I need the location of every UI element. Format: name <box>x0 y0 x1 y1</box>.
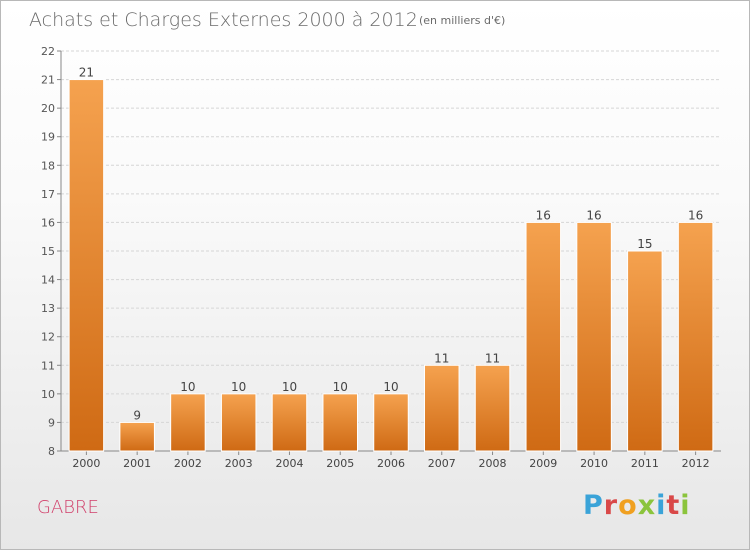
bar-2010 <box>576 221 612 452</box>
bar-2004 <box>271 393 308 452</box>
data-labels: 21 9 10 10 10 10 10 11 11 16 16 15 16 <box>79 66 704 423</box>
proxiti-logo: Proxiti <box>583 490 691 521</box>
x-tick-label-2003: 2003 <box>225 457 253 470</box>
y-tick-label: 11 <box>41 359 55 372</box>
data-label-2006: 10 <box>383 380 398 394</box>
x-tick-label-2000: 2000 <box>72 457 100 470</box>
y-tick-label: 21 <box>41 74 55 87</box>
data-label-2001: 9 <box>133 408 141 422</box>
chart-title: Achats et Charges Externes 2000 à 2012 <box>29 9 418 31</box>
y-tick-label: 10 <box>41 388 55 401</box>
y-tick-label: 14 <box>41 274 55 287</box>
bar-2006 <box>373 393 409 452</box>
y-tick-label: 19 <box>41 131 55 144</box>
data-label-2009: 16 <box>536 208 551 222</box>
bar-2002 <box>170 393 206 452</box>
logo-letter: P <box>583 490 604 521</box>
logo-letter: i <box>656 490 667 521</box>
y-tick-label: 9 <box>48 416 55 429</box>
x-tick-label-2006: 2006 <box>377 457 405 470</box>
commune-name: GABRE <box>37 497 99 518</box>
bar-2000 <box>68 79 105 452</box>
logo-letter: o <box>618 490 638 521</box>
x-tick-label-2001: 2001 <box>123 457 151 470</box>
bar-2001 <box>119 421 155 452</box>
y-tick-label: 17 <box>41 188 55 201</box>
y-tick-label: 20 <box>41 102 55 115</box>
y-tick-label: 16 <box>41 216 55 229</box>
bars <box>68 79 714 452</box>
data-label-2003: 10 <box>231 380 246 394</box>
y-tick-label: 22 <box>41 45 55 58</box>
x-tick-label-2007: 2007 <box>428 457 456 470</box>
data-label-2010: 16 <box>586 208 601 222</box>
y-tick-label: 8 <box>48 445 55 458</box>
chart-unit-note: (en milliers d'€) <box>419 14 506 27</box>
bar-2007 <box>424 364 460 452</box>
bar-2008 <box>474 364 511 452</box>
data-label-2000: 21 <box>79 66 94 80</box>
bar-2012 <box>677 221 714 452</box>
logo-letter: t <box>666 490 681 521</box>
y-tick-label: 12 <box>41 331 55 344</box>
data-label-2011: 15 <box>637 237 652 251</box>
data-label-2002: 10 <box>180 380 195 394</box>
logo-letter: x <box>637 490 657 521</box>
x-tick-label-2004: 2004 <box>275 457 303 470</box>
x-tick-label-2010: 2010 <box>580 457 608 470</box>
axes: 8 9 10 11 12 13 14 15 16 17 18 19 20 21 22 2000 2001 2002… <box>41 45 721 470</box>
bar-2011 <box>627 250 663 452</box>
x-tick-label-2011: 2011 <box>631 457 659 470</box>
bar-2009 <box>525 221 562 452</box>
x-tick-label-2008: 2008 <box>479 457 507 470</box>
data-label-2008: 11 <box>485 351 500 365</box>
data-label-2004: 10 <box>282 380 297 394</box>
logo-letter: i <box>680 490 691 521</box>
data-label-2005: 10 <box>333 380 348 394</box>
bar-2003 <box>220 393 257 452</box>
x-tick-label-2012: 2012 <box>682 457 710 470</box>
logo-letter: r <box>603 490 619 521</box>
x-tick-label-2002: 2002 <box>174 457 202 470</box>
data-label-2012: 16 <box>688 208 703 222</box>
y-tick-label: 15 <box>41 245 55 258</box>
x-tick-label-2009: 2009 <box>529 457 557 470</box>
data-label-2007: 11 <box>434 351 449 365</box>
bar-2005 <box>322 393 358 452</box>
y-tick-label: 13 <box>41 302 55 315</box>
x-tick-label-2005: 2005 <box>326 457 354 470</box>
y-tick-label: 18 <box>41 159 55 172</box>
